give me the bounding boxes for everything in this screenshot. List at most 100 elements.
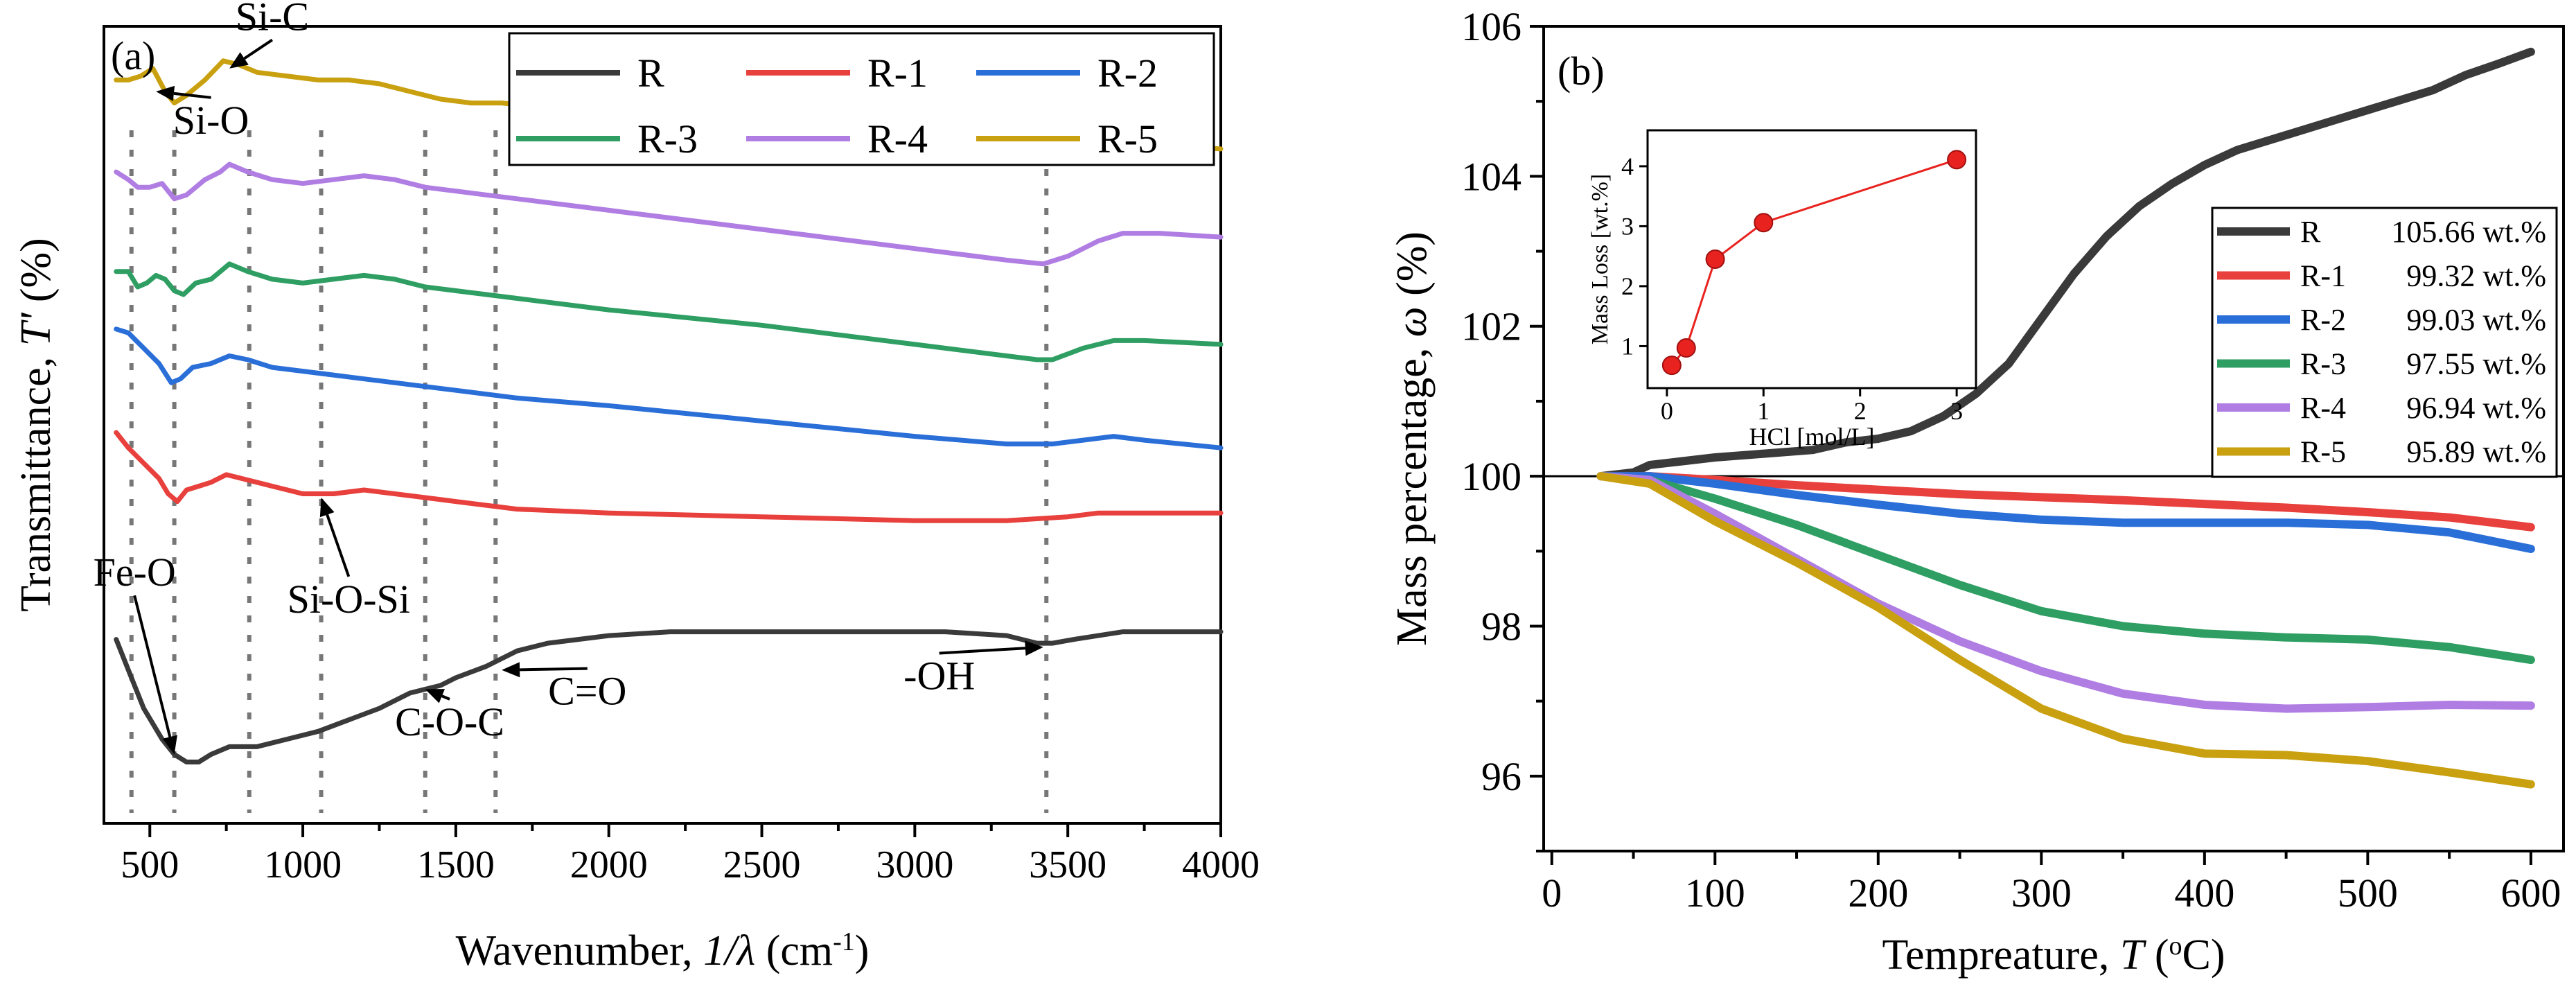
x-tick-label: 3000: [876, 843, 953, 886]
legend-label-r-1: R-1: [2300, 259, 2346, 293]
legend-label-r-4: R-4: [867, 116, 928, 161]
inset-x-tick-label: 0: [1661, 397, 1673, 425]
annotation-arrow-head: [156, 85, 175, 101]
legend-value-r-3: 97.55 wt.%: [2406, 347, 2546, 381]
panel-b-label: (b): [1558, 49, 1605, 94]
panel-a-x-axis-label: Wavenumber, 1/λ (cm-1): [456, 927, 870, 974]
panel-b-x-axis-label: Tempreature, T (oC): [1882, 931, 2225, 979]
panel-a-annotations: Si-C Si-O Fe-O Si-O-Si C-O-C C=O -OH: [94, 0, 1043, 755]
legend-label-r-5: R-5: [2300, 435, 2346, 469]
legend-value-r-5: 95.89 wt.%: [2406, 435, 2546, 469]
y-tick-label: 106: [1461, 4, 1521, 49]
panel-b-y-axis-label: Mass percentage, ω (%): [1388, 231, 1436, 646]
inset-frame: [1646, 129, 1977, 389]
annotation-si-c: Si-C: [236, 0, 309, 40]
inset-x-axis-label: HCl [mol/L]: [1749, 423, 1875, 450]
x-tick-label: 500: [2338, 870, 2398, 916]
x-tick-label: 4000: [1182, 843, 1260, 886]
inset-y-tick-label: 3: [1621, 212, 1634, 240]
panel-b-series: [1596, 47, 2535, 789]
series-line-r-3: [1596, 472, 2535, 665]
annotation-arrow-line: [520, 667, 588, 672]
x-tick-label: 1000: [264, 843, 342, 886]
inset-x-tick-label: 3: [1950, 397, 1963, 425]
series-line-r: [1596, 47, 2535, 481]
series-line-r-4: [1596, 472, 2535, 713]
x-tick-label: 0: [1542, 870, 1562, 916]
legend-box: [508, 32, 1215, 166]
series-line-r-2: [1596, 472, 2535, 553]
annotation-arrow-line: [173, 91, 211, 99]
annotation-arrow-line: [133, 595, 172, 737]
panel-a-label: (a): [111, 33, 155, 78]
panel-b-legend: R 105.66 wt.% R-1 99.32 wt.% R-2 99.03 wt.% R-…: [2211, 207, 2558, 478]
legend-label-r-3: R-3: [2300, 347, 2346, 381]
inset-y-tick-label: 4: [1621, 152, 1634, 180]
x-tick-label: 600: [2500, 870, 2561, 916]
legend-label-r-2: R-2: [1097, 51, 1158, 96]
legend-value-r-1: 99.32 wt.%: [2406, 259, 2546, 293]
x-tick-label: 2500: [723, 843, 801, 886]
annotation-arrow-head: [229, 52, 249, 69]
annotation-arrow-line: [326, 514, 351, 577]
x-tick-label: 1500: [417, 843, 495, 886]
inset-point: [1705, 250, 1725, 269]
legend-value-r-2: 99.03 wt.%: [2406, 303, 2546, 337]
annotation-arrow-line: [243, 38, 274, 60]
series-line-r-4: [114, 161, 1224, 267]
panel-a-legend: R R-1 R-2 R-3 R-4 R-5: [508, 32, 1215, 166]
y-tick-label: 96: [1481, 754, 1521, 799]
series-line-r-1: [114, 430, 1224, 523]
inset-point: [1676, 338, 1696, 358]
legend-label-r-5: R-5: [1097, 116, 1158, 161]
legend-box: [2211, 207, 2558, 478]
x-tick-label: 500: [121, 843, 179, 886]
x-tick-label: 200: [1848, 870, 1908, 916]
legend-label-r-3: R-3: [637, 116, 698, 161]
annotation-arrow-line: [441, 694, 450, 701]
panel-b-inset: 0 1 2 3 1 2 3 4 HCl [mol/L] Mass Loss [wt.%]: [1587, 129, 1977, 450]
annotation-oh: -OH: [903, 653, 975, 698]
panel-a-y-axis-label: Transmittance, T' (%): [12, 238, 60, 612]
inset-point: [1754, 213, 1774, 233]
x-tick-label: 100: [1685, 870, 1745, 916]
inset-x-tick-label: 2: [1854, 397, 1867, 425]
panel-a: 500 1000 1500 2000 2500 3000 3500 4000 Si-C Si-O…: [12, 0, 1260, 974]
y-tick-label: 102: [1461, 304, 1521, 349]
panel-a-reference-lines: [129, 130, 1049, 813]
legend-label-r-1: R-1: [867, 51, 928, 96]
series-line-r-3: [114, 261, 1224, 362]
x-tick-label: 300: [2011, 870, 2072, 916]
x-tick-label: 2000: [570, 843, 648, 886]
annotation-arrow-head: [502, 662, 520, 678]
series-line-r-2: [114, 326, 1224, 450]
inset-y-tick-label: 1: [1621, 332, 1634, 360]
legend-label-r: R: [637, 51, 664, 96]
inset-point: [1661, 356, 1682, 376]
x-tick-label: 400: [2174, 870, 2234, 916]
annotation-arrow-line: [939, 647, 1026, 655]
y-tick-label: 98: [1481, 604, 1521, 649]
annotation-arrow-head: [425, 689, 445, 703]
inset-x-tick-label: 1: [1757, 397, 1770, 425]
series-line-r-5: [1596, 472, 2535, 789]
annotation-si-o: Si-O: [173, 98, 249, 143]
inset-y-tick-label: 2: [1621, 272, 1634, 300]
annotation-arrow-head: [319, 498, 335, 518]
y-tick-label: 104: [1461, 154, 1521, 199]
annotation-c-o: C=O: [548, 669, 626, 714]
y-tick-label: 100: [1461, 454, 1521, 499]
legend-label-r-2: R-2: [2300, 303, 2346, 337]
annotation-fe-o: Fe-O: [94, 550, 176, 595]
annotation-si-o-si: Si-O-Si: [288, 577, 410, 622]
legend-label-r: R: [2300, 215, 2321, 249]
legend-value-r: 105.66 wt.%: [2391, 215, 2546, 249]
annotation-arrow-head: [1025, 640, 1043, 656]
legend-label-r-4: R-4: [2300, 391, 2346, 425]
series-line-r: [114, 629, 1224, 764]
inset-point: [1947, 150, 1967, 170]
annotation-c-o-c: C-O-C: [395, 699, 504, 744]
